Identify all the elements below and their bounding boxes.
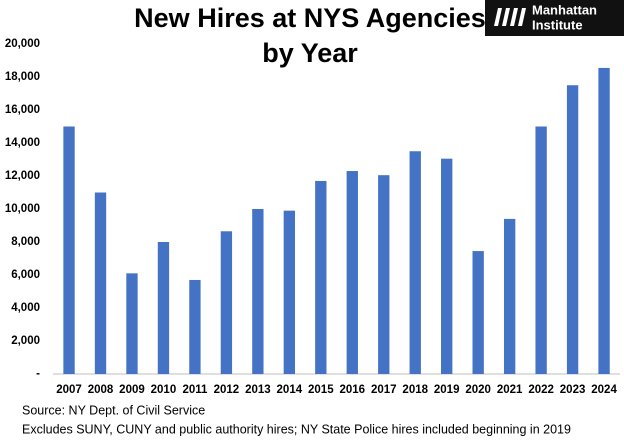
x-tick-label: 2015 (308, 384, 334, 396)
bar (126, 273, 138, 374)
x-tick-label: 2008 (88, 384, 114, 396)
y-tick-label: 14,000 (5, 137, 40, 149)
y-tick-label: 10,000 (5, 203, 40, 215)
x-tick-label: 2010 (151, 384, 177, 396)
bar (503, 218, 516, 374)
bar (472, 251, 484, 374)
y-tick-label: 6,000 (11, 269, 40, 281)
bar (441, 158, 453, 374)
bar (94, 192, 107, 374)
bar (566, 85, 579, 374)
y-tick-label: 2,000 (11, 335, 40, 347)
x-tick-label: 2014 (277, 384, 303, 396)
footnote: Excludes SUNY, CUNY and public authority… (22, 422, 571, 436)
bar (535, 126, 547, 374)
bar (409, 151, 421, 374)
bar (598, 67, 610, 375)
x-tick-label: 2013 (245, 384, 271, 396)
logo-text: Manhattan (532, 2, 597, 17)
y-tick-label: 4,000 (11, 302, 40, 314)
x-tick-label: 2019 (434, 384, 460, 396)
y-tick-label: 8,000 (11, 236, 40, 248)
source-note: Source: NY Dept. of Civil Service (22, 403, 205, 417)
y-tick-label: 20,000 (5, 38, 40, 50)
chart-title: New Hires at NYS Agencies (134, 3, 486, 33)
logo: Manhattan Institute (485, 0, 624, 36)
bar (157, 242, 170, 374)
x-tick-label: 2016 (339, 384, 365, 396)
x-tick-label: 2020 (465, 384, 491, 396)
bar (252, 209, 264, 374)
x-tick-label: 2024 (591, 384, 617, 396)
x-tick-label: 2017 (371, 384, 397, 396)
x-tick-label: 2011 (182, 384, 208, 396)
bar (283, 210, 296, 374)
bar (346, 171, 358, 374)
y-tick-label: 18,000 (5, 71, 40, 83)
x-tick-label: 2021 (497, 384, 523, 396)
y-tick-label: 12,000 (5, 170, 40, 182)
y-tick-label: - (36, 368, 40, 380)
bar (220, 231, 233, 374)
bar (189, 279, 201, 374)
logo-background (485, 0, 624, 36)
y-tick-label: 16,000 (5, 104, 40, 116)
chart-title: by Year (262, 38, 358, 68)
x-tick-label: 2012 (214, 384, 240, 396)
x-tick-label: 2009 (119, 384, 145, 396)
x-tick-label: 2022 (528, 384, 554, 396)
x-tick-label: 2007 (56, 384, 82, 396)
bar (378, 175, 390, 374)
bar (315, 180, 327, 374)
x-tick-label: 2018 (402, 384, 428, 396)
x-tick-label: 2023 (560, 384, 586, 396)
logo-icon (494, 8, 526, 26)
logo-text: Institute (532, 17, 583, 32)
bar (63, 126, 75, 374)
